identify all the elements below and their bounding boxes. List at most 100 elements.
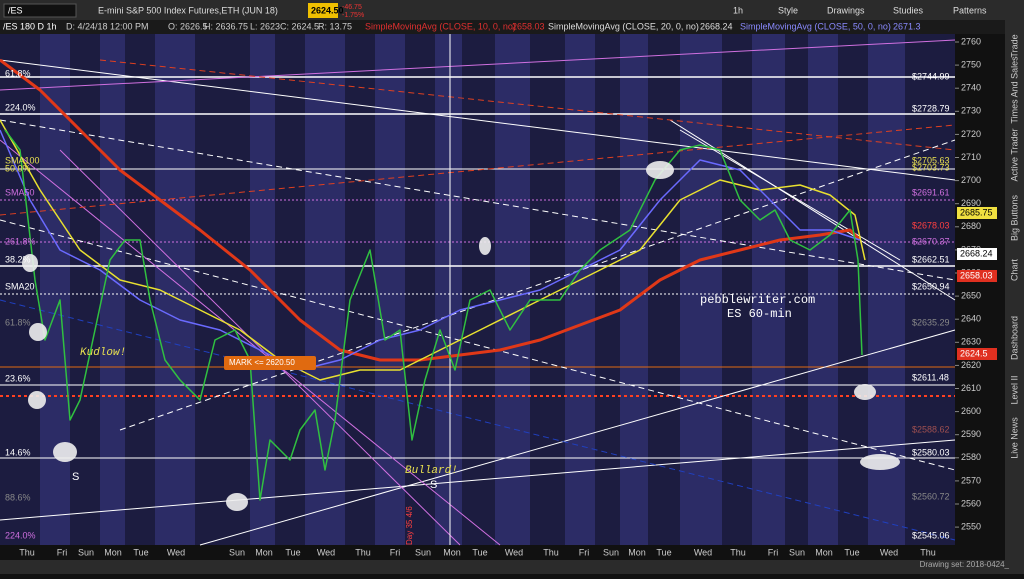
stripe [40,34,70,545]
time-label: Mon [443,547,461,557]
stripe [495,34,530,545]
button[interactable]: Studies [893,5,924,15]
price-tick-label: 2680 [961,221,981,231]
price-marker [957,348,997,360]
chart-id: /ES 180 D 1h [3,21,57,31]
price-tick-label: 2690 [961,198,981,208]
side-tab[interactable]: Chart [1009,259,1019,282]
time-label: Sun [415,547,431,557]
side-tab[interactable]: Times And Sales [1009,56,1019,124]
side-tab[interactable]: Trade [1009,34,1019,57]
drawings [0,34,956,546]
stripe [680,34,722,545]
ohlc: R: 13.75 [318,21,352,31]
watermark: ES 60-min [727,307,792,321]
time-label: Mon [104,547,122,557]
study: SimpleMovingAvg (CLOSE, 10, 0, no) [365,21,516,31]
stripe [155,34,195,545]
trendline [679,129,901,261]
price-tick-label: 2650 [961,290,981,300]
fib-label: 14.6% [5,447,31,457]
price-tick-label: 2580 [961,452,981,462]
price-marker-label: 2685.75 [960,207,993,217]
sma-20 [0,129,861,371]
side-tab[interactable]: Dashboard [1009,316,1019,360]
mark-label: MARK <= 2620.50 [229,358,295,367]
annotation: Day 35 4/6 [405,506,414,545]
time-label: Wed [880,547,898,557]
marker [854,384,876,400]
fib-label: 50.0% [5,163,31,173]
stripe [752,34,785,545]
trendline [59,149,461,546]
symbol[interactable]: /ES [8,5,23,15]
trendline [0,119,956,281]
marker [860,454,900,470]
button[interactable]: Patterns [953,5,987,15]
ohlc: H: 2636.75 [204,21,248,31]
marker [53,442,77,462]
sma-label: SMA100 [5,155,40,165]
last-box [308,3,338,18]
price-marker-label: 2668.24 [960,248,993,258]
side-tab[interactable]: Big Buttons [1009,194,1019,241]
button[interactable]: Style [778,5,798,15]
level: $2560.72 [912,491,950,501]
side-tab[interactable]: Live News [1009,417,1019,459]
trendline [0,39,956,91]
level: $2545.06 [912,530,950,540]
study-value: 2671.3 [893,21,921,31]
stripe [565,34,595,545]
change-pct: -1.75% [342,12,364,19]
stripe [620,34,648,545]
price-tick-label: 2620 [961,360,981,370]
stripe [375,34,405,545]
time-label: Tue [285,547,300,557]
price-tick-label: 2550 [961,521,981,531]
trendline [199,329,956,546]
time-label: Thu [543,547,559,557]
level-labels: $2744.99 $2728.79 $2705.63 $2703.73 $269… [912,71,950,540]
time-axis [0,545,1005,560]
left-labels: 61.8% 224.0% SMA100 50.0% SMA50 261.8% 3… [5,68,40,540]
level: $2580.03 [912,447,950,457]
symbol-box[interactable] [3,3,77,18]
fib-label: 88.6% [5,492,31,502]
level: $2728.79 [912,103,950,113]
last-price: 2624.50 [311,5,344,15]
time-label: Wed [167,547,185,557]
time-label: Fri [390,547,401,557]
study-value: 2668.24 [700,21,733,31]
trendline [0,219,956,471]
time-label: Wed [694,547,712,557]
level: $2611.48 [912,372,949,382]
watermark: pebblewriter.com [700,293,815,307]
button[interactable]: Drawings [827,5,865,15]
annotation: S [430,479,437,491]
status: Drawing set: 2018-0424_ [920,560,1010,569]
side-tab[interactable]: Active Trader [1009,128,1019,181]
description: E-mini S&P 500 Index Futures,ETH (JUN 18… [98,5,278,15]
level: $2705.63 [912,155,950,165]
side-tab[interactable]: Level II [1009,375,1019,404]
study: SimpleMovingAvg (CLOSE, 50, 0, no) [740,21,891,31]
button[interactable]: 1h [733,5,743,15]
marker [646,161,674,179]
info-bar [0,20,1005,34]
price-marker [957,207,997,219]
sma-100 [0,58,862,362]
time-label: Thu [19,547,35,557]
ohlc: L: 2623 [250,21,280,31]
price-tick-label: 2710 [961,152,981,162]
time-label: Wed [505,547,523,557]
level: $2635.29 [912,317,950,327]
session-stripes [40,34,905,545]
fib-label: 224.0% [5,530,36,540]
stripe [808,34,838,545]
annotation: Bullard! [405,465,458,477]
toolbar [0,0,1024,20]
level: $2703.73 [912,162,950,172]
price-tick-label: 2640 [961,314,981,324]
time-label: Tue [472,547,487,557]
